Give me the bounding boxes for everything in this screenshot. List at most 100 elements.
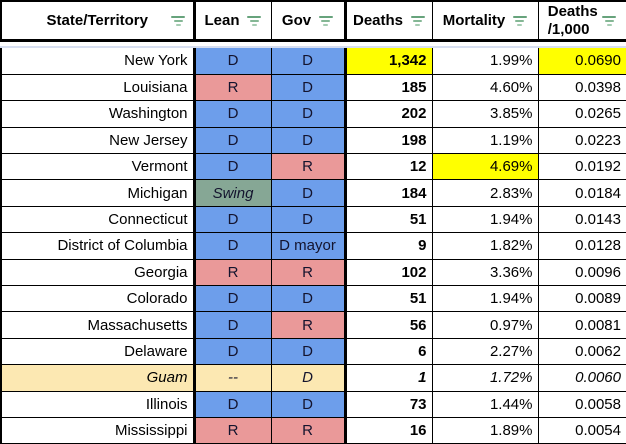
cell-deaths[interactable]: 202 (344, 100, 433, 128)
cell-rate[interactable]: 0.0058 (537, 390, 626, 418)
cell-mortality[interactable]: 1.89% (431, 416, 539, 444)
cell-rate[interactable]: 0.0690 (537, 48, 626, 75)
cell-gov[interactable]: D (270, 179, 347, 207)
cell-lean[interactable]: R (193, 258, 272, 287)
cell-lean[interactable]: R (193, 416, 272, 444)
cell-rate[interactable]: 0.0060 (537, 364, 626, 392)
cell-lean[interactable]: D (193, 153, 272, 181)
cell-state[interactable]: Louisiana (0, 73, 196, 102)
cell-lean[interactable]: D (193, 311, 272, 339)
cell-state[interactable]: New Jersey (0, 126, 196, 155)
cell-mortality[interactable]: 1.99% (431, 48, 539, 75)
filter-icon[interactable] (171, 15, 186, 26)
cell-gov[interactable]: D (270, 285, 347, 313)
cell-gov[interactable]: D (270, 126, 347, 155)
cell-deaths[interactable]: 51 (344, 285, 433, 313)
cell-lean[interactable]: D (193, 126, 272, 155)
cell-gov[interactable]: D (270, 390, 347, 418)
cell-mortality[interactable]: 1.19% (431, 126, 539, 155)
cell-state[interactable]: New York (0, 48, 196, 75)
filter-icon[interactable] (410, 15, 425, 26)
cell-lean[interactable]: D (193, 285, 272, 313)
cell-gov[interactable]: R (270, 258, 347, 287)
cell-rate[interactable]: 0.0184 (537, 179, 626, 207)
cell-deaths[interactable]: 16 (344, 416, 433, 444)
cell-mortality[interactable]: 4.69% (431, 153, 539, 181)
cell-lean[interactable]: D (193, 48, 272, 75)
column-header-state[interactable]: State/Territory (0, 0, 196, 42)
cell-gov[interactable]: D mayor (270, 232, 347, 260)
cell-mortality[interactable]: 1.72% (431, 364, 539, 392)
cell-state[interactable]: Michigan (0, 179, 196, 207)
cell-deaths[interactable]: 51 (344, 205, 433, 234)
cell-mortality[interactable]: 1.44% (431, 390, 539, 418)
column-header-gov[interactable]: Gov (270, 0, 347, 42)
cell-rate[interactable]: 0.0143 (537, 205, 626, 234)
cell-state[interactable]: Washington (0, 100, 196, 128)
cell-mortality[interactable]: 0.97% (431, 311, 539, 339)
cell-gov[interactable]: R (270, 153, 347, 181)
cell-gov[interactable]: D (270, 364, 347, 392)
cell-rate[interactable]: 0.0096 (537, 258, 626, 287)
cell-rate[interactable]: 0.0265 (537, 100, 626, 128)
filter-icon[interactable] (512, 15, 527, 26)
column-header-deaths-per-1000[interactable]: Deaths /1,000 (537, 0, 626, 42)
column-header-deaths[interactable]: Deaths (344, 0, 433, 42)
cell-deaths[interactable]: 73 (344, 390, 433, 418)
cell-gov[interactable]: D (270, 73, 347, 102)
cell-gov[interactable]: R (270, 311, 347, 339)
cell-rate[interactable]: 0.0062 (537, 337, 626, 366)
cell-gov[interactable]: R (270, 416, 347, 444)
cell-deaths[interactable]: 9 (344, 232, 433, 260)
column-header-lean[interactable]: Lean (193, 0, 272, 42)
cell-deaths[interactable]: 6 (344, 337, 433, 366)
cell-mortality[interactable]: 4.60% (431, 73, 539, 102)
cell-deaths[interactable]: 56 (344, 311, 433, 339)
cell-deaths[interactable]: 184 (344, 179, 433, 207)
cell-mortality[interactable]: 1.82% (431, 232, 539, 260)
cell-mortality[interactable]: 2.83% (431, 179, 539, 207)
cell-state[interactable]: Guam (0, 364, 196, 392)
cell-deaths[interactable]: 102 (344, 258, 433, 287)
cell-gov[interactable]: D (270, 337, 347, 366)
cell-rate[interactable]: 0.0128 (537, 232, 626, 260)
cell-deaths[interactable]: 1,342 (344, 48, 433, 75)
cell-state[interactable]: Illinois (0, 390, 196, 418)
cell-lean[interactable]: Swing (193, 179, 272, 207)
cell-state[interactable]: Mississippi (0, 416, 196, 444)
cell-lean[interactable]: D (193, 390, 272, 418)
cell-state[interactable]: Connecticut (0, 205, 196, 234)
cell-deaths[interactable]: 12 (344, 153, 433, 181)
cell-lean[interactable]: D (193, 205, 272, 234)
cell-rate[interactable]: 0.0192 (537, 153, 626, 181)
cell-rate[interactable]: 0.0398 (537, 73, 626, 102)
cell-lean[interactable]: -- (193, 364, 272, 392)
cell-mortality[interactable]: 1.94% (431, 205, 539, 234)
cell-lean[interactable]: D (193, 337, 272, 366)
cell-state[interactable]: Georgia (0, 258, 196, 287)
cell-mortality[interactable]: 2.27% (431, 337, 539, 366)
cell-mortality[interactable]: 3.36% (431, 258, 539, 287)
cell-mortality[interactable]: 3.85% (431, 100, 539, 128)
cell-mortality[interactable]: 1.94% (431, 285, 539, 313)
filter-icon[interactable] (318, 15, 333, 26)
cell-rate[interactable]: 0.0081 (537, 311, 626, 339)
cell-lean[interactable]: D (193, 100, 272, 128)
cell-gov[interactable]: D (270, 100, 347, 128)
cell-deaths[interactable]: 185 (344, 73, 433, 102)
cell-state[interactable]: Colorado (0, 285, 196, 313)
cell-lean[interactable]: D (193, 232, 272, 260)
cell-lean[interactable]: R (193, 73, 272, 102)
cell-state[interactable]: Delaware (0, 337, 196, 366)
cell-deaths[interactable]: 198 (344, 126, 433, 155)
column-header-mortality[interactable]: Mortality (431, 0, 539, 42)
cell-state[interactable]: District of Columbia (0, 232, 196, 260)
cell-rate[interactable]: 0.0089 (537, 285, 626, 313)
cell-rate[interactable]: 0.0054 (537, 416, 626, 444)
cell-state[interactable]: Massachusetts (0, 311, 196, 339)
cell-deaths[interactable]: 1 (344, 364, 433, 392)
cell-rate[interactable]: 0.0223 (537, 126, 626, 155)
cell-state[interactable]: Vermont (0, 153, 196, 181)
filter-icon[interactable] (602, 15, 617, 26)
cell-gov[interactable]: D (270, 205, 347, 234)
